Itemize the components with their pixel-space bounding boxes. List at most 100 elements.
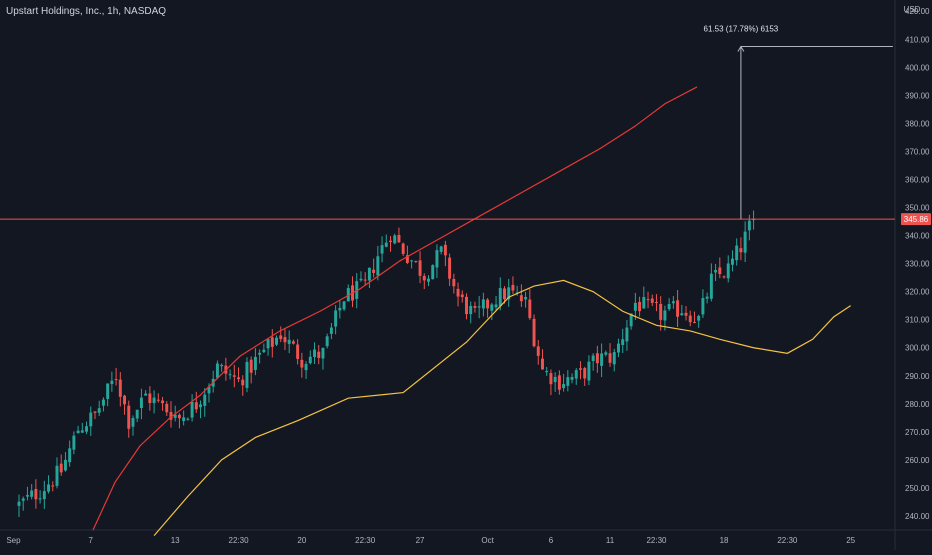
- candle-body: [237, 377, 241, 380]
- time-tick-label: 18: [720, 536, 729, 545]
- candle-body: [359, 278, 363, 281]
- candle-body: [570, 376, 574, 380]
- time-tick-label: 11: [606, 536, 615, 545]
- candle-body: [156, 399, 160, 401]
- time-tick-label: 22:30: [777, 536, 798, 545]
- price-tick-label: 360.00: [905, 175, 930, 184]
- price-tick-label: 420.00: [905, 7, 930, 16]
- candle-body: [621, 339, 625, 345]
- time-tick-label: 27: [416, 536, 425, 545]
- price-tick-label: 300.00: [905, 344, 930, 353]
- candle-body: [279, 335, 283, 340]
- candle-body: [410, 260, 414, 262]
- candle-body: [701, 298, 705, 315]
- candle-body: [367, 267, 371, 281]
- candle-body: [646, 299, 650, 301]
- candle-body: [148, 393, 152, 404]
- candle-body: [473, 306, 477, 308]
- current-price-badge: [901, 213, 931, 226]
- candle-body: [25, 495, 29, 497]
- candle-body: [456, 288, 460, 297]
- candle-body: [59, 463, 63, 473]
- candle-body: [342, 301, 346, 310]
- candle-body: [418, 260, 422, 276]
- candle-body: [85, 426, 89, 432]
- candle-body: [139, 397, 143, 408]
- candle-body: [376, 256, 380, 276]
- candle-body: [519, 295, 523, 302]
- candle-body: [608, 353, 612, 363]
- candle-body: [296, 344, 300, 359]
- candle-body: [507, 287, 511, 300]
- candle-body: [228, 374, 232, 376]
- candle-body: [633, 302, 637, 311]
- price-tick-label: 280.00: [905, 400, 930, 409]
- candle-body: [199, 404, 203, 408]
- candle-body: [638, 301, 642, 312]
- current-price-label: 345.86: [904, 215, 929, 224]
- candle-body: [697, 315, 701, 321]
- candle-body: [650, 298, 654, 303]
- candle-body: [452, 279, 456, 287]
- candle-body: [317, 351, 321, 359]
- candle-body: [443, 244, 447, 256]
- time-tick-label: Oct: [481, 536, 494, 545]
- price-range-measure: 61.53 (17.78%) 6153: [704, 25, 893, 220]
- candle-body: [692, 321, 696, 323]
- candle-body: [600, 353, 604, 366]
- moving-average-fast-line: [153, 279, 852, 536]
- candle-body: [747, 220, 751, 231]
- candle-body: [587, 361, 591, 381]
- candle-body: [152, 397, 156, 404]
- candle-body: [439, 246, 443, 252]
- candle-body: [165, 403, 169, 413]
- price-tick-label: 330.00: [905, 260, 930, 269]
- candle-body: [68, 448, 72, 463]
- candle-body: [241, 379, 245, 386]
- candle-body: [173, 414, 177, 418]
- candle-body: [705, 296, 709, 299]
- candle-body: [334, 310, 338, 327]
- time-tick-label: 22:30: [646, 536, 667, 545]
- candle-body: [477, 306, 481, 308]
- candle-body: [300, 359, 304, 368]
- candle-body: [566, 377, 570, 386]
- candle-body: [215, 363, 219, 378]
- candle-body: [283, 337, 287, 343]
- candle-body: [397, 234, 401, 243]
- price-tick-label: 390.00: [905, 91, 930, 100]
- candle-body: [629, 313, 633, 327]
- price-tick-label: 240.00: [905, 512, 930, 521]
- candle-body: [38, 498, 42, 500]
- candle-body: [617, 343, 620, 353]
- candle-body: [435, 250, 439, 268]
- symbol-title: Upstart Holdings, Inc., 1h, NASDAQ: [6, 6, 167, 17]
- candle-body: [372, 269, 376, 273]
- candle-body: [389, 240, 392, 243]
- candle-body: [144, 393, 148, 396]
- candle-body: [72, 435, 76, 450]
- candle-body: [169, 412, 173, 420]
- price-tick-label: 340.00: [905, 232, 930, 241]
- candle-body: [726, 263, 730, 279]
- price-tick-label: 290.00: [905, 372, 930, 381]
- candle-body: [663, 310, 667, 321]
- candle-body: [498, 288, 502, 307]
- time-tick-label: 22:30: [355, 536, 376, 545]
- candle-body: [161, 400, 165, 404]
- candle-body: [42, 491, 46, 500]
- candle-body: [405, 255, 409, 263]
- candle-body: [220, 364, 224, 367]
- candle-body: [249, 359, 253, 373]
- candle-body: [549, 373, 553, 385]
- candle-body: [718, 267, 722, 275]
- candle-body: [460, 294, 464, 298]
- candle-body: [21, 498, 25, 501]
- candle-body: [486, 299, 490, 309]
- candle-body: [469, 305, 473, 315]
- candle-body: [186, 418, 190, 420]
- candle-body: [545, 371, 549, 373]
- candle-body: [55, 465, 59, 486]
